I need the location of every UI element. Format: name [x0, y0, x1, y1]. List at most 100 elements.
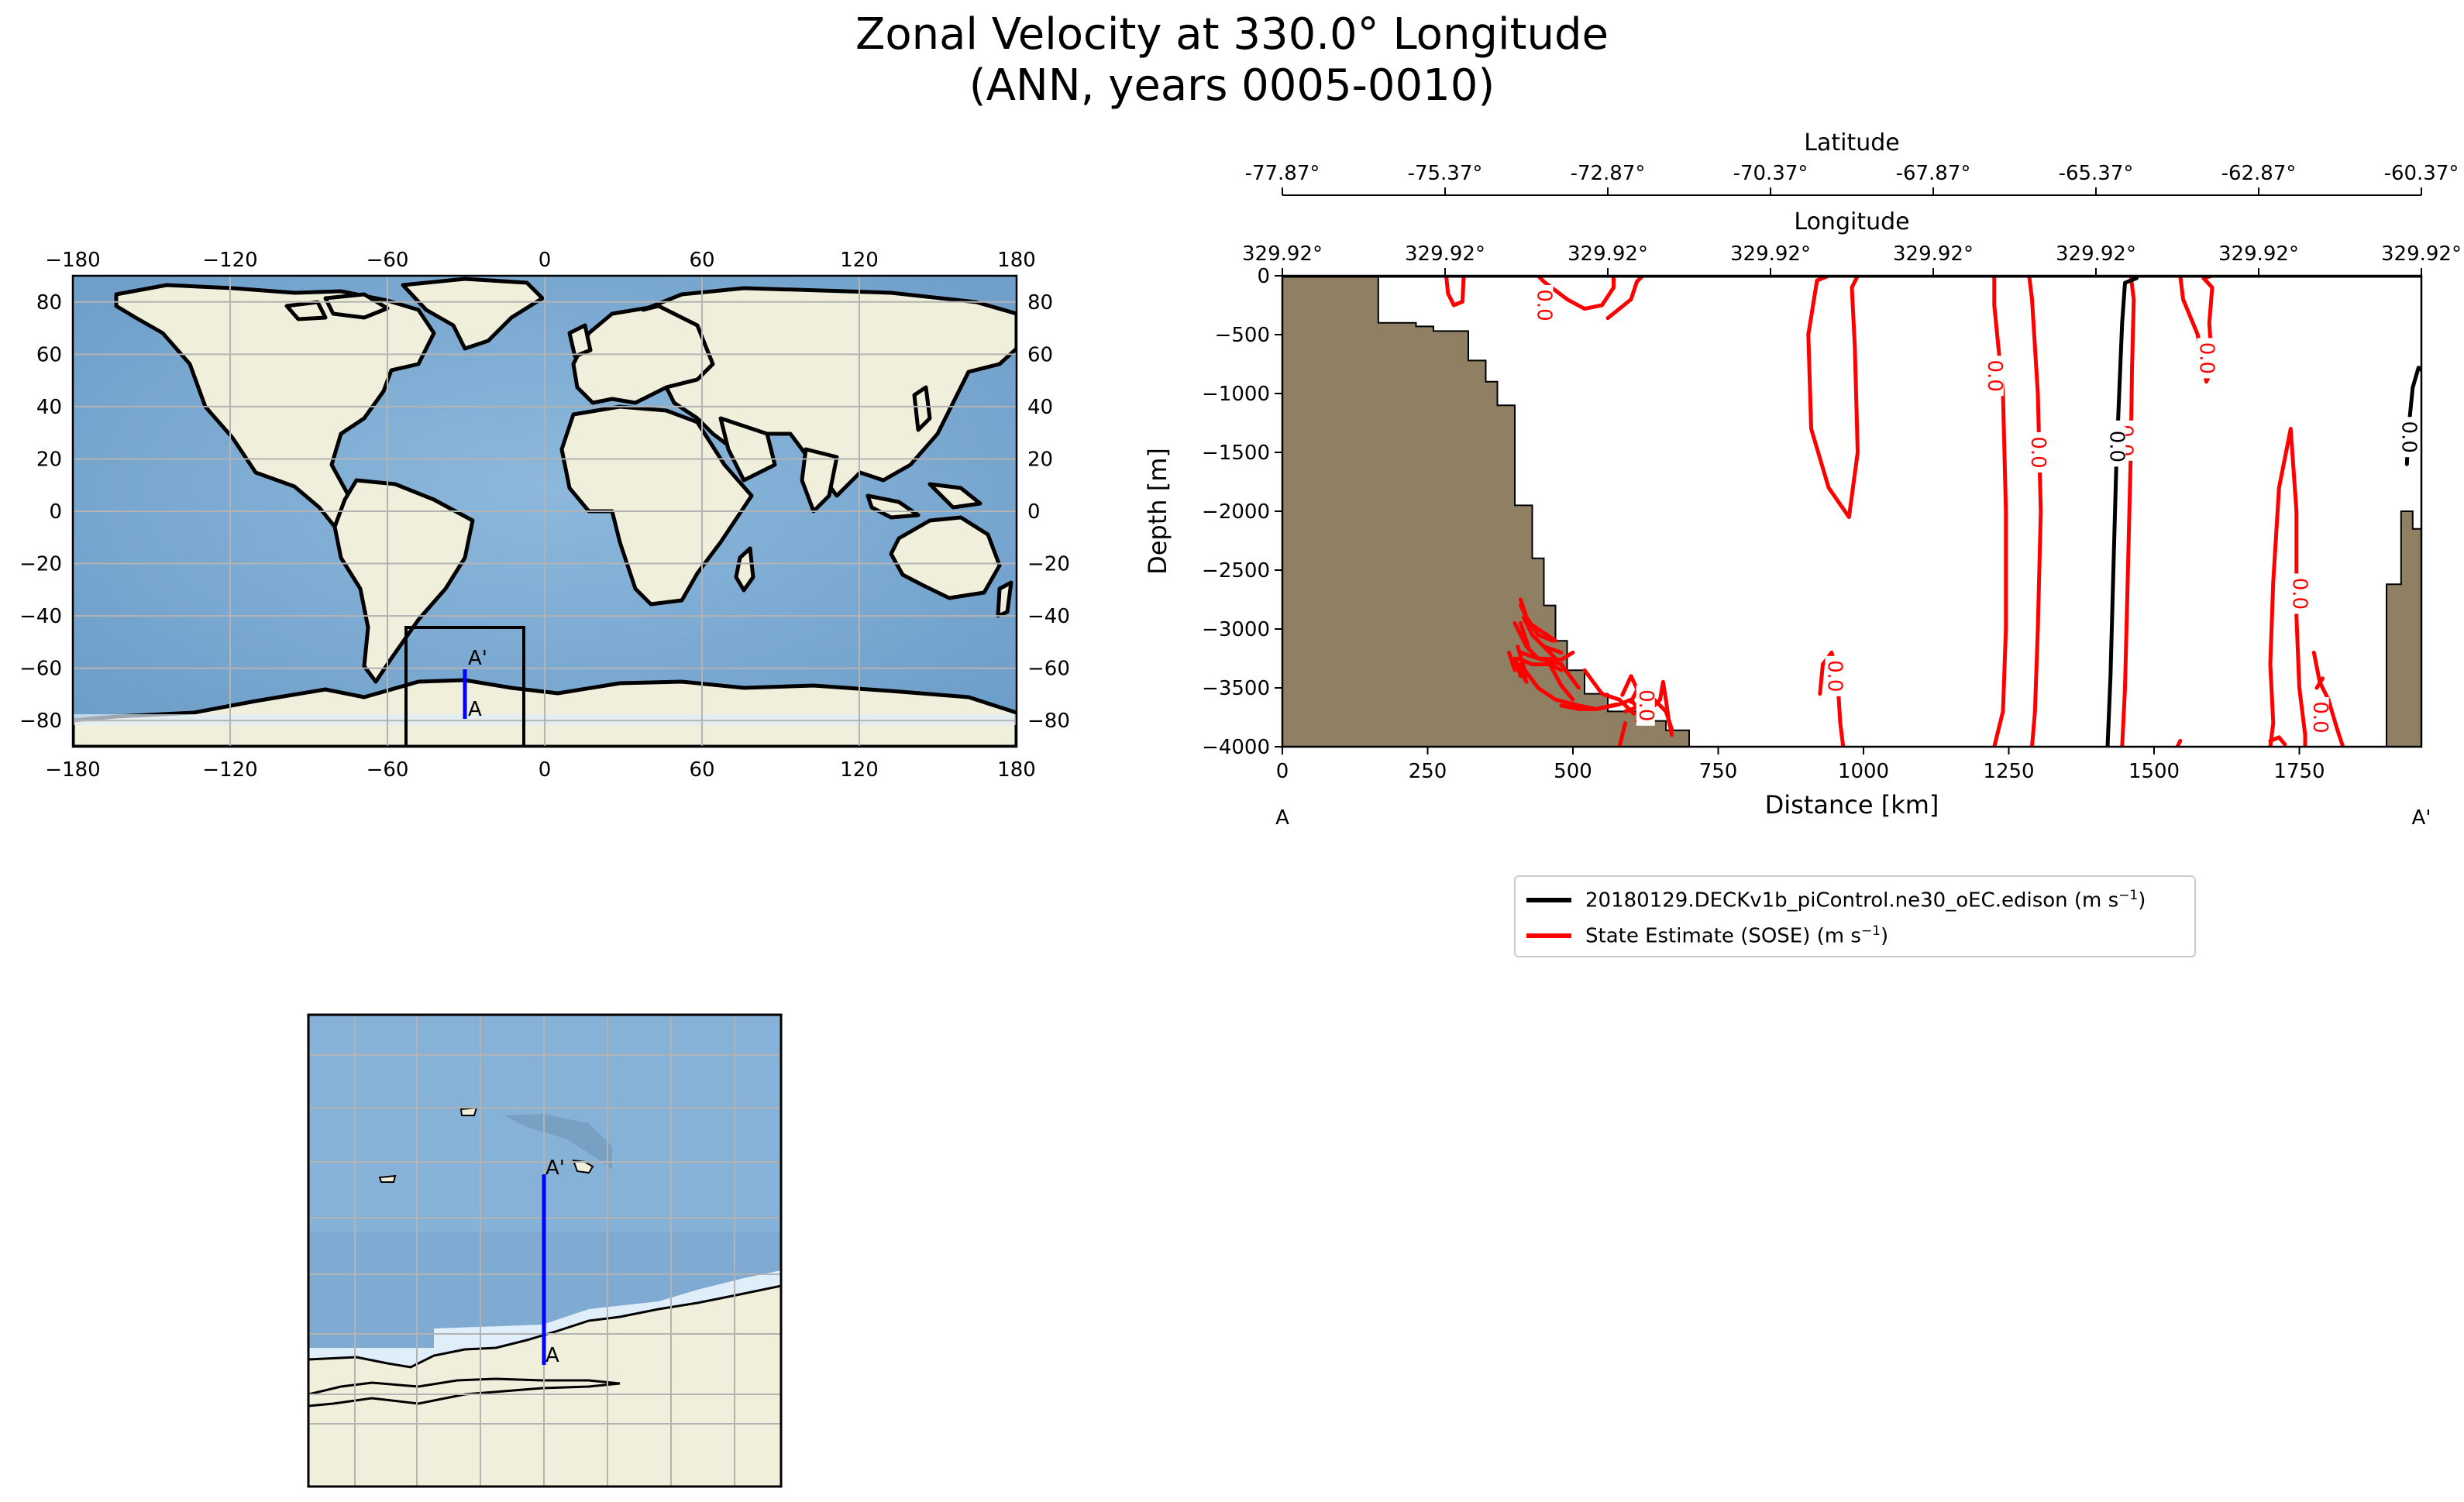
lat-tick-label: -72.87°	[1571, 162, 1646, 185]
obs-contour-label-bg	[1825, 655, 1844, 696]
world-lat-tick-label-right: 0	[1027, 500, 1041, 524]
legend-swatch-model	[1526, 898, 1571, 902]
obs-contour-label-bg	[2290, 573, 2309, 614]
y-tick-label: −2000	[1202, 500, 1270, 524]
inset-map: A A'	[307, 1013, 783, 1488]
world-lat-tick-label-left: −20	[19, 553, 62, 576]
inset-island-2	[378, 1174, 397, 1183]
lon-tick-label: 329.92°	[2381, 242, 2462, 266]
world-lon-tick-label: 60	[689, 249, 714, 272]
obs-contour-line	[1605, 276, 1645, 321]
world-transect-end-label: A'	[468, 647, 487, 670]
world-lat-tick-label-left: 60	[36, 343, 62, 366]
obs-contour-label-bg	[1984, 356, 2004, 397]
obs-contour-line	[2314, 676, 2325, 690]
x-tick-label: 1250	[1983, 760, 2034, 783]
legend-unit-model: (m s	[2073, 888, 2119, 913]
lon-tick-label: 329.92°	[1893, 242, 1974, 266]
obs-contour-line	[1507, 650, 1517, 672]
x-tick-label: 500	[1554, 760, 1592, 783]
inset-island-1	[459, 1106, 478, 1116]
world-lat-tick-label-right: 60	[1027, 343, 1053, 366]
obs-contour-line	[2175, 738, 2183, 747]
world-map-frame	[71, 274, 1018, 748]
world-lat-tick-label-right: 20	[1027, 448, 1053, 471]
x-tick-label: 0	[1276, 760, 1289, 783]
world-map: A A' −180 −180 −120 −120 −60 −60 0 0 60 60 120 120 1…	[19, 249, 1070, 782]
obs-contour-line	[1617, 697, 1636, 716]
y-tick-label: −3500	[1202, 677, 1270, 700]
x-tick-label: 750	[1699, 760, 1738, 783]
bathymetry-right	[2386, 510, 2421, 747]
lon-tick-label: 329.92°	[1568, 242, 1648, 266]
lat-tick-label: -70.37°	[1733, 162, 1808, 185]
model-contour-label: 0.0	[2104, 431, 2128, 462]
section-axes: 0 250 500 750 1000 1250 1500 1750 0 −500 −1000 −150…	[1143, 129, 2462, 830]
y-tick-label: 0	[1257, 265, 1270, 288]
obs-contour-line	[1444, 276, 1466, 308]
lon-tick-label: 329.92°	[2218, 242, 2299, 266]
obs-contour-label: 0.0	[1983, 360, 2006, 392]
legend-unit-close-obs: )	[1881, 924, 1889, 948]
y-tick-label: −500	[1215, 324, 1270, 347]
y-tick-label: −4000	[1202, 736, 1270, 759]
world-lon-tick-label: −180	[45, 758, 100, 782]
obs-contour-label: 0.0	[2288, 578, 2311, 610]
obs-contour-label: 0.0	[1823, 660, 1846, 692]
world-lon-tick-label: −180	[45, 249, 100, 272]
section-end-label: A'	[2412, 806, 2431, 830]
latitude-axis-title: Latitude	[1804, 129, 1899, 156]
obs-contour-line	[1547, 662, 1575, 702]
lat-tick-label: -62.87°	[2221, 162, 2297, 185]
world-land	[73, 277, 1017, 747]
world-lat-tick-label-left: 80	[36, 291, 62, 314]
obs-contour-label: 0.0	[1634, 689, 1657, 721]
world-lon-tick-label: 120	[840, 249, 879, 272]
world-lat-tick-label-left: 20	[36, 448, 62, 471]
inset-transect-end-label: A'	[545, 1157, 565, 1180]
x-axis-label: Distance [km]	[1765, 790, 1939, 820]
obs-contour-label: 0.0	[1533, 289, 1556, 321]
x-tick-label: 1000	[1838, 760, 1889, 783]
world-lat-tick-label-right: −20	[1027, 553, 1070, 576]
model-contour-label-bg	[2107, 426, 2126, 467]
inset-shelf-shadow	[504, 1114, 612, 1170]
obs-contour-line	[1519, 620, 1532, 652]
world-lon-tick-label: 60	[689, 758, 714, 782]
obs-contour-label-bg	[1636, 685, 1655, 726]
legend-entry-model: 20180129.DECKv1b_piControl.ne30_oEC.edis…	[1526, 883, 2146, 917]
obs-contour-line	[1530, 633, 1557, 661]
world-lon-tick-label: 180	[997, 758, 1036, 782]
obs-contour-line	[2268, 735, 2287, 747]
obs-contour-line	[1516, 662, 1529, 684]
world-lat-tick-label-left: −40	[19, 605, 62, 628]
y-tick-label: −2500	[1202, 559, 1270, 583]
y-tick-label: −1000	[1202, 383, 1270, 406]
legend-unit-exp-obs: −1	[1860, 923, 1881, 940]
world-transect-start-label: A	[468, 698, 482, 721]
world-gridlines	[73, 276, 1017, 747]
obs-contour-line	[1582, 668, 1622, 702]
legend-unit-exp-model: −1	[2118, 888, 2139, 904]
model-contour-label-bg	[2399, 417, 2418, 458]
world-lon-tick-label: 0	[539, 758, 552, 782]
legend-unit-close-model: )	[2138, 888, 2146, 913]
world-lat-tick-label-left: −60	[19, 658, 62, 681]
obs-contour-line	[1992, 276, 2008, 747]
obs-contour-line	[1516, 656, 1564, 672]
lon-tick-label: 329.92°	[2056, 242, 2136, 266]
lon-tick-label: 329.92°	[1730, 242, 1811, 266]
legend-entry-obs: State Estimate (SOSE) (m s−1)	[1526, 919, 1888, 953]
world-lat-tick-label-right: 80	[1027, 291, 1053, 314]
world-lat-tick-label-right: 40	[1027, 396, 1053, 419]
world-lon-tick-label: −120	[202, 249, 257, 272]
obs-contour-line	[1516, 644, 1529, 679]
y-tick-label: −1500	[1202, 442, 1270, 465]
obs-contour-label: 0.0	[2026, 436, 2049, 468]
world-lat-tick-label-left: 40	[36, 396, 62, 419]
region-box	[404, 626, 525, 747]
title-line-2: (ANN, years 0005-0010)	[969, 60, 1495, 111]
obs-contour-line	[1519, 603, 1557, 643]
obs-contour-line	[1806, 276, 1860, 520]
legend-series-name-obs: State Estimate (SOSE)	[1585, 924, 1811, 948]
